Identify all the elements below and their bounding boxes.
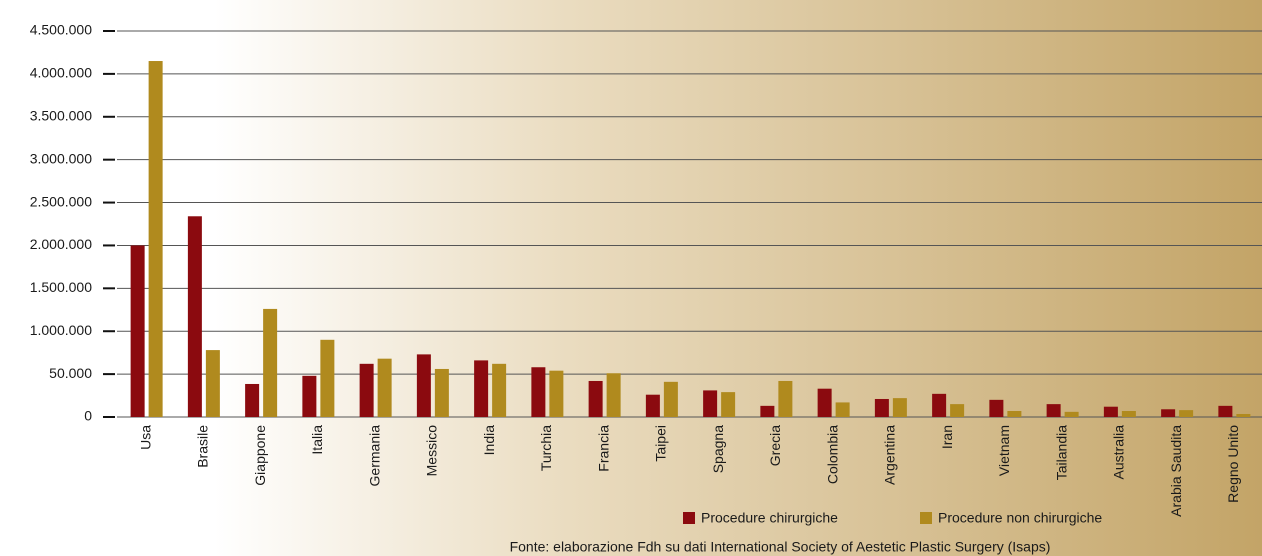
- x-tick-label: Arabia Saudita: [1168, 425, 1184, 517]
- bar: [760, 405, 775, 417]
- y-tick-label: 2.500.000: [30, 193, 92, 209]
- x-tick-label: Giappone: [252, 425, 268, 486]
- x-tick-label: Usa: [137, 425, 153, 450]
- legend-swatch: [920, 512, 932, 524]
- bar: [148, 61, 163, 418]
- bar: [703, 390, 718, 417]
- bar: [531, 367, 546, 417]
- x-tick-label: Vietnam: [996, 425, 1012, 476]
- bar: [835, 402, 850, 417]
- bar: [1236, 413, 1251, 417]
- bar: [492, 363, 507, 417]
- bar: [359, 363, 374, 417]
- bar: [874, 398, 889, 417]
- y-tick-label: 50.000: [49, 365, 92, 381]
- bar: [1121, 410, 1136, 417]
- bar: [1179, 410, 1194, 417]
- source-note: Fonte: elaborazione Fdh su dati Internat…: [510, 539, 1051, 555]
- bar: [588, 380, 603, 417]
- x-tick-label: Taipei: [653, 425, 669, 462]
- bar: [721, 392, 736, 417]
- y-tick-label: 4.000.000: [30, 65, 92, 81]
- y-tick-label: 3.000.000: [30, 150, 92, 166]
- bar: [778, 380, 793, 417]
- x-tick-label: Germania: [366, 425, 382, 487]
- bar: [663, 381, 678, 417]
- x-tick-label: Grecia: [767, 425, 783, 466]
- bar: [1161, 409, 1176, 417]
- bar: [474, 360, 489, 417]
- y-tick-label: 4.500.000: [30, 22, 92, 38]
- x-tick-label: Australia: [1111, 425, 1127, 480]
- bar: [1064, 411, 1079, 417]
- x-tick-label: Italia: [309, 425, 325, 455]
- bar: [302, 375, 317, 417]
- x-tick-label: Iran: [939, 425, 955, 449]
- bar: [645, 394, 660, 417]
- x-tick-label: Spagna: [710, 425, 726, 473]
- bar: [377, 358, 392, 417]
- legend-label: Procedure non chirurgiche: [938, 510, 1102, 526]
- bar: [817, 388, 832, 417]
- bar: [892, 398, 907, 417]
- bar: [1103, 406, 1118, 417]
- y-tick-label: 2.000.000: [30, 236, 92, 252]
- bar: [245, 383, 260, 417]
- bar: [606, 373, 621, 417]
- bar: [263, 308, 278, 417]
- x-tick-label: Tailandia: [1053, 425, 1069, 480]
- bar: [434, 368, 449, 417]
- bar: [1046, 404, 1061, 417]
- legend-swatch: [683, 512, 695, 524]
- bar: [989, 399, 1004, 417]
- y-tick-label: 1.500.000: [30, 279, 92, 295]
- bar: [1007, 410, 1022, 417]
- bar: [1218, 405, 1233, 417]
- y-tick-label: 3.500.000: [30, 107, 92, 123]
- x-tick-label: Regno Unito: [1225, 425, 1241, 503]
- bar: [416, 354, 431, 417]
- x-tick-label: Messico: [424, 425, 440, 477]
- bar: [130, 245, 145, 417]
- bar: [932, 393, 947, 417]
- bar: [320, 339, 335, 417]
- y-tick-label: 0: [84, 408, 92, 424]
- y-tick-label: 1.000.000: [30, 322, 92, 338]
- x-tick-label: Colombia: [824, 425, 840, 484]
- bar: [950, 404, 965, 417]
- legend-label: Procedure chirurgiche: [701, 510, 838, 526]
- x-tick-label: Turchia: [538, 425, 554, 471]
- bar: [205, 350, 220, 417]
- x-tick-label: Argentina: [882, 425, 898, 485]
- bar: [187, 216, 202, 417]
- x-tick-label: Brasile: [195, 425, 211, 468]
- x-tick-label: India: [481, 425, 497, 456]
- bar: [549, 370, 564, 417]
- x-tick-label: Francia: [595, 425, 611, 472]
